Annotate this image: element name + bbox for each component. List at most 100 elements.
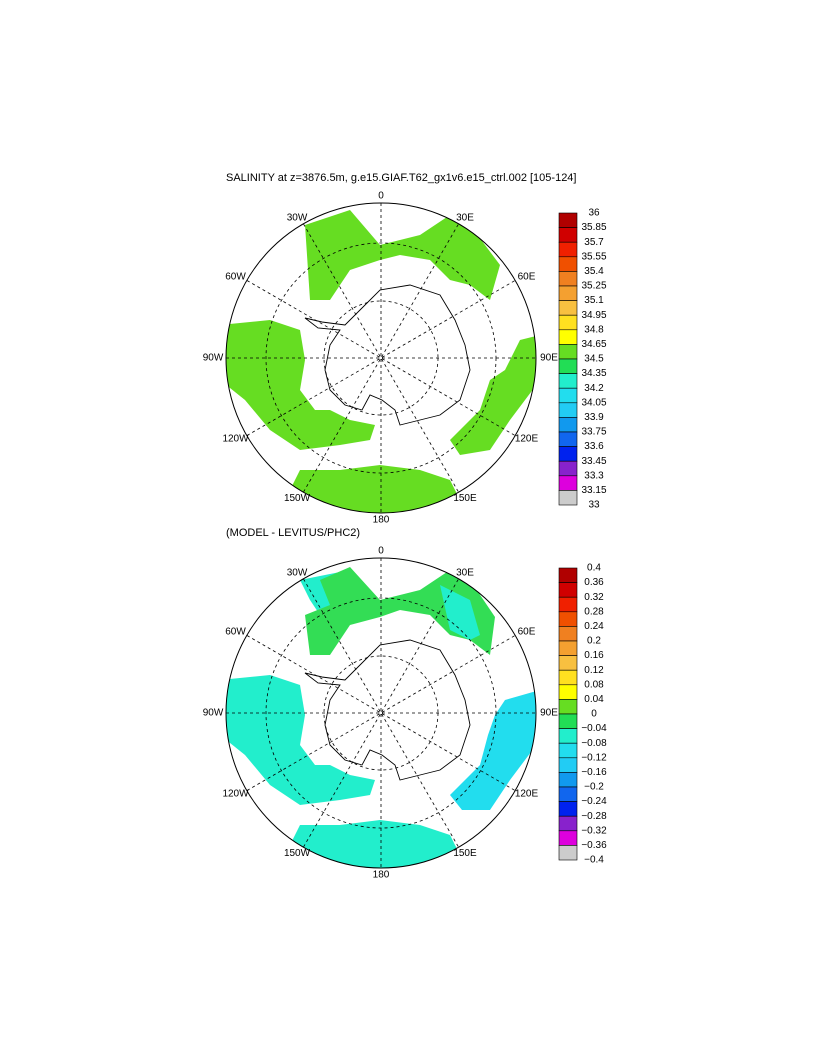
longitude-label: 90W [203, 353, 224, 364]
colorbar-box [558, 728, 578, 744]
colorbar-label: −0.4 [584, 855, 604, 866]
colorbar-label: 35.1 [584, 295, 604, 306]
map-title: (MODEL - LEVITUS/PHC2) [226, 527, 360, 539]
colorbar-label: 0.12 [584, 665, 604, 676]
longitude-label: 0 [378, 191, 384, 202]
colorbar-box [558, 567, 578, 583]
colorbar-box [558, 431, 578, 447]
colorbar-label: 33.15 [581, 485, 606, 496]
colorbar-label: 34.95 [581, 310, 606, 321]
colorbar-label: 35.25 [581, 281, 606, 292]
map-title: SALINITY at z=3876.5m, g.e15.GIAF.T62_gx… [226, 172, 577, 184]
colorbar-label: 34.35 [581, 368, 606, 379]
colorbar-label: 0 [591, 709, 597, 720]
colorbar-box [558, 815, 578, 832]
longitude-label: 90E [540, 353, 558, 364]
colorbar-box [558, 256, 578, 272]
colorbar-box [558, 446, 578, 462]
colorbar-label: 0.08 [584, 679, 604, 690]
colorbar-box [558, 358, 578, 374]
longitude-label: 180 [373, 515, 390, 526]
colorbar-box [558, 655, 578, 671]
longitude-label: 30W [287, 212, 308, 223]
longitude-label: 60E [518, 627, 536, 638]
colorbar-box [558, 845, 578, 861]
colorbar-box [558, 830, 578, 846]
colorbar-box [558, 699, 578, 715]
colorbar-label: 33 [588, 500, 600, 511]
colorbar-label: −0.16 [581, 767, 607, 778]
colorbar-label: −0.08 [581, 738, 607, 749]
colorbar-label: 33.75 [581, 427, 606, 438]
colorbar-label: 0.36 [584, 577, 604, 588]
longitude-label: 120W [222, 789, 249, 800]
colorbar-box [558, 314, 578, 331]
colorbar-box [558, 241, 578, 258]
longitude-label: 150W [284, 848, 311, 859]
colorbar-label: 35.7 [584, 237, 604, 248]
longitude-label: 150E [453, 493, 477, 504]
colorbar-box [558, 329, 578, 345]
colorbar-label: 0.32 [584, 592, 604, 603]
longitude-label: 180 [373, 870, 390, 881]
colorbar-box [558, 713, 578, 729]
colorbar-label: 33.3 [584, 470, 604, 481]
colorbar-box [558, 402, 578, 418]
colorbar-box [558, 626, 578, 642]
colorbar-label: 34.65 [581, 339, 606, 350]
colorbar-box [558, 271, 578, 287]
colorbar-label: −0.28 [581, 811, 607, 822]
longitude-label: 60W [225, 627, 246, 638]
colorbar-label: 35.55 [581, 251, 606, 262]
colorbar-label: −0.32 [581, 825, 607, 836]
map-2 [225, 557, 537, 869]
colorbar-label: −0.12 [581, 752, 607, 763]
longitude-label: 150W [284, 493, 311, 504]
colorbar-box [558, 285, 578, 301]
longitude-label: 120E [515, 789, 539, 800]
colorbar-box [558, 300, 578, 316]
colorbar-box [558, 684, 578, 700]
colorbar-box [558, 640, 578, 656]
colorbar-label: 34.2 [584, 383, 604, 394]
longitude-label: 30W [287, 567, 308, 578]
colorbar-box [558, 757, 578, 773]
colorbar-label: 33.9 [584, 412, 604, 423]
longitude-label: 0 [378, 546, 384, 557]
colorbar-box [558, 490, 578, 506]
data-field [226, 567, 536, 868]
colorbar-box [558, 786, 578, 802]
longitude-label: 60W [225, 272, 246, 283]
colorbar-box [558, 596, 578, 613]
colorbar-box [558, 212, 578, 228]
colorbar-label: 34.05 [581, 397, 606, 408]
colorbar-box [558, 742, 578, 759]
colorbar-label: 0.28 [584, 606, 604, 617]
colorbar-label: 0.04 [584, 694, 604, 705]
colorbar-label: 0.2 [587, 636, 601, 647]
longitude-label: 30E [456, 212, 474, 223]
colorbar-box [558, 344, 578, 360]
longitude-label: 60E [518, 272, 536, 283]
colorbar-label: 34.8 [584, 324, 604, 335]
longitude-label: 150E [453, 848, 477, 859]
longitude-label: 30E [456, 567, 474, 578]
colorbar-label: 35.4 [584, 266, 604, 277]
colorbar-box [558, 611, 578, 627]
colorbar-box [558, 772, 578, 788]
colorbar-label: 36 [588, 208, 600, 219]
colorbar-label: 35.85 [581, 222, 606, 233]
colorbar-box [558, 417, 578, 433]
map-1 [225, 202, 537, 514]
colorbar-label: −0.36 [581, 840, 607, 851]
colorbar-label: −0.04 [581, 723, 607, 734]
colorbar-label: 0.16 [584, 650, 604, 661]
colorbar-box [558, 669, 578, 686]
colorbar-label: −0.2 [584, 782, 604, 793]
longitude-label: 90E [540, 708, 558, 719]
longitude-label: 90W [203, 708, 224, 719]
longitude-label: 120E [515, 434, 539, 445]
longitude-label: 120W [222, 434, 249, 445]
colorbar-label: 34.5 [584, 354, 604, 365]
colorbar-label: 33.45 [581, 456, 606, 467]
